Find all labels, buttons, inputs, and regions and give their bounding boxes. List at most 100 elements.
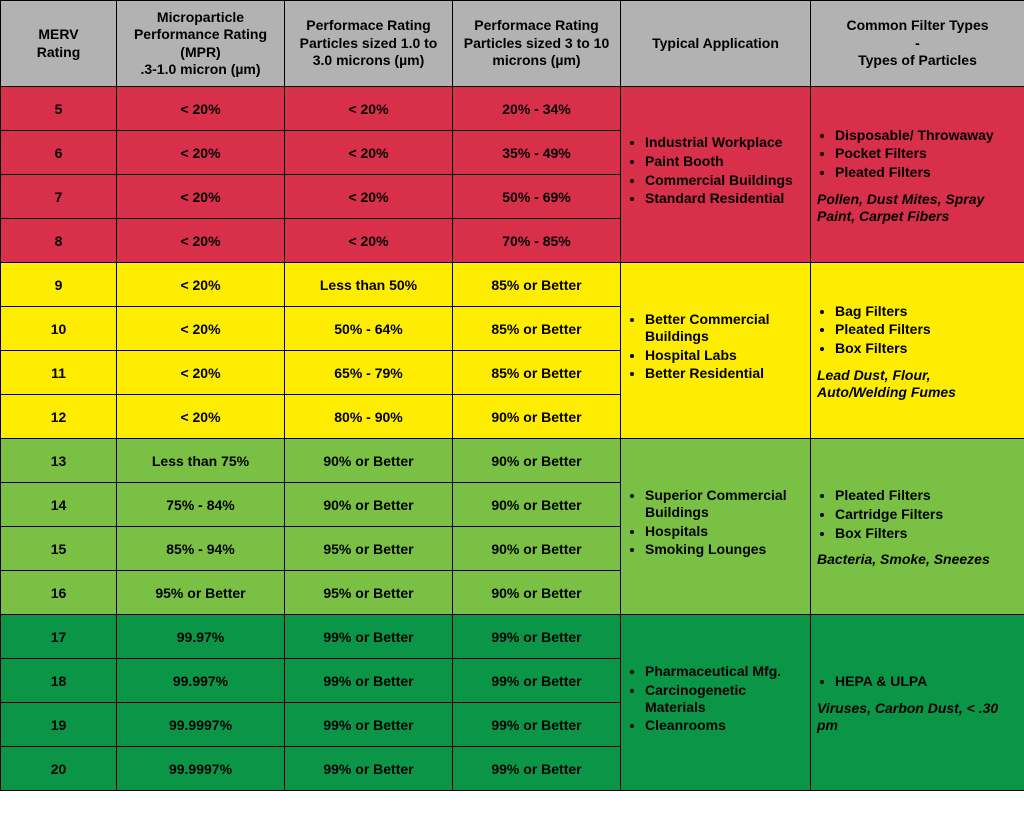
cell-p3_10: 85% or Better	[453, 307, 621, 351]
list-item: Paint Booth	[645, 153, 804, 170]
list-item: Pleated Filters	[835, 164, 1018, 181]
list-item: Standard Residential	[645, 190, 804, 207]
cell-mpr: < 20%	[117, 307, 285, 351]
cell-mpr: < 20%	[117, 131, 285, 175]
list-item: Carcinogenetic Materials	[645, 682, 804, 716]
list-item: Box Filters	[835, 340, 1018, 357]
cell-p1_3: 50% - 64%	[285, 307, 453, 351]
list-item: Disposable/ Throwaway	[835, 127, 1018, 144]
filter-types-cell: Bag FiltersPleated Filters Box Filters Lea…	[811, 263, 1024, 439]
list-item: Pleated Filters	[835, 321, 1018, 338]
filter-types-cell: Disposable/ ThrowawayPocket Filters Pleat…	[811, 87, 1024, 263]
applications-list: Industrial Workplace Paint Booth Commercia…	[627, 134, 804, 207]
particles-text: Pollen, Dust Mites, Spray Paint, Carpet …	[817, 191, 1018, 225]
cell-p3_10: 99% or Better	[453, 615, 621, 659]
list-item: Commercial Buildings	[645, 172, 804, 189]
list-item: Hospitals	[645, 523, 804, 540]
column-header-0: MERVRating	[1, 1, 117, 87]
column-header-5: Common Filter Types-Types of Particles	[811, 1, 1024, 87]
cell-p3_10: 90% or Better	[453, 439, 621, 483]
filter-types-cell: HEPA & ULPA Viruses, Carbon Dust, < .30 p…	[811, 615, 1024, 791]
cell-merv: 12	[1, 395, 117, 439]
column-header-1: Microparticle Performance Rating (MPR).3…	[117, 1, 285, 87]
cell-merv: 10	[1, 307, 117, 351]
cell-merv: 19	[1, 703, 117, 747]
column-header-2: Performace Rating Particles sized 1.0 to…	[285, 1, 453, 87]
cell-p1_3: 95% or Better	[285, 571, 453, 615]
cell-p1_3: 80% - 90%	[285, 395, 453, 439]
cell-merv: 18	[1, 659, 117, 703]
particles-text: Lead Dust, Flour, Auto/Welding Fumes	[817, 367, 1018, 401]
applications-list: Pharmaceutical Mfg. Carcinogenetic Materi…	[627, 663, 804, 734]
cell-mpr: < 20%	[117, 395, 285, 439]
cell-p1_3: 99% or Better	[285, 659, 453, 703]
particles-text: Viruses, Carbon Dust, < .30 pm	[817, 700, 1018, 734]
cell-mpr: 99.997%	[117, 659, 285, 703]
list-item: Bag Filters	[835, 303, 1018, 320]
cell-mpr: < 20%	[117, 87, 285, 131]
list-item: Smoking Lounges	[645, 541, 804, 558]
cell-mpr: 85% - 94%	[117, 527, 285, 571]
list-item: Pocket Filters	[835, 145, 1018, 162]
applications-list: Better Commercial Buildings Hospital Labs…	[627, 311, 804, 382]
cell-merv: 7	[1, 175, 117, 219]
cell-merv: 15	[1, 527, 117, 571]
cell-p1_3: 99% or Better	[285, 615, 453, 659]
filter-types-list: Pleated FiltersCartridge FiltersBox Filt…	[817, 487, 1018, 541]
cell-merv: 6	[1, 131, 117, 175]
applications-cell: Superior Commercial Buildings HospitalsSm…	[621, 439, 811, 615]
cell-p3_10: 85% or Better	[453, 263, 621, 307]
cell-p3_10: 20% - 34%	[453, 87, 621, 131]
applications-cell: Pharmaceutical Mfg. Carcinogenetic Materi…	[621, 615, 811, 791]
cell-p3_10: 90% or Better	[453, 571, 621, 615]
applications-cell: Better Commercial Buildings Hospital Labs…	[621, 263, 811, 439]
list-item: Pharmaceutical Mfg.	[645, 663, 804, 680]
cell-p1_3: 99% or Better	[285, 703, 453, 747]
cell-p3_10: 50% - 69%	[453, 175, 621, 219]
cell-mpr: 95% or Better	[117, 571, 285, 615]
cell-p3_10: 85% or Better	[453, 351, 621, 395]
cell-mpr: < 20%	[117, 175, 285, 219]
particles-text: Bacteria, Smoke, Sneezes	[817, 551, 1018, 568]
applications-list: Superior Commercial Buildings HospitalsSm…	[627, 487, 804, 558]
cell-mpr: Less than 75%	[117, 439, 285, 483]
table-row: 13Less than 75%90% or Better90% or Bette…	[1, 439, 1024, 483]
cell-p3_10: 35% - 49%	[453, 131, 621, 175]
filter-types-list: Disposable/ ThrowawayPocket Filters Pleat…	[817, 127, 1018, 181]
table-row: 1799.97%99% or Better99% or BetterPharma…	[1, 615, 1024, 659]
list-item: Better Residential	[645, 365, 804, 382]
cell-mpr: 99.9997%	[117, 747, 285, 791]
list-item: Box Filters	[835, 525, 1018, 542]
cell-merv: 8	[1, 219, 117, 263]
table-row: 5< 20%< 20%20% - 34%Industrial Workplace…	[1, 87, 1024, 131]
merv-rating-table: MERVRatingMicroparticle Performance Rati…	[0, 0, 1024, 791]
cell-mpr: 99.97%	[117, 615, 285, 659]
cell-merv: 11	[1, 351, 117, 395]
cell-p3_10: 90% or Better	[453, 395, 621, 439]
cell-p1_3: Less than 50%	[285, 263, 453, 307]
cell-p1_3: < 20%	[285, 175, 453, 219]
table-row: 9< 20%Less than 50%85% or BetterBetter C…	[1, 263, 1024, 307]
cell-p1_3: < 20%	[285, 219, 453, 263]
cell-p1_3: 90% or Better	[285, 439, 453, 483]
list-item: Cartridge Filters	[835, 506, 1018, 523]
cell-p1_3: 65% - 79%	[285, 351, 453, 395]
filter-types-list: HEPA & ULPA	[817, 673, 1018, 690]
cell-p1_3: 95% or Better	[285, 527, 453, 571]
list-item: Superior Commercial Buildings	[645, 487, 804, 521]
cell-p3_10: 70% - 85%	[453, 219, 621, 263]
cell-p3_10: 99% or Better	[453, 703, 621, 747]
list-item: Better Commercial Buildings	[645, 311, 804, 345]
cell-mpr: 75% - 84%	[117, 483, 285, 527]
list-item: Hospital Labs	[645, 347, 804, 364]
cell-p1_3: 90% or Better	[285, 483, 453, 527]
cell-merv: 20	[1, 747, 117, 791]
cell-p1_3: < 20%	[285, 131, 453, 175]
cell-p3_10: 99% or Better	[453, 659, 621, 703]
cell-mpr: < 20%	[117, 351, 285, 395]
list-item: HEPA & ULPA	[835, 673, 1018, 690]
list-item: Cleanrooms	[645, 717, 804, 734]
list-item: Industrial Workplace	[645, 134, 804, 151]
column-header-4: Typical Application	[621, 1, 811, 87]
cell-p3_10: 90% or Better	[453, 483, 621, 527]
